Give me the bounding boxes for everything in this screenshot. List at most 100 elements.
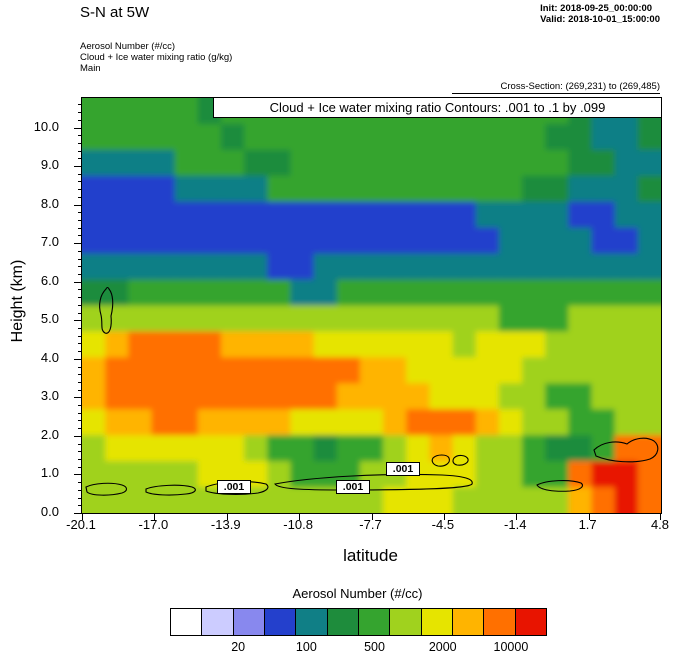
heatmap-cell [614,383,640,411]
y-minor-tick [78,459,82,461]
heatmap-cell [406,435,431,463]
heatmap-cell [452,487,477,513]
x-axis-label: latitude [343,546,398,565]
heatmap-cell [383,409,408,437]
heatmap-cell [313,409,338,437]
heatmap-cell [545,123,570,152]
heatmap-cell [128,331,153,359]
heatmap-cell [545,461,570,489]
heatmap-cell [429,331,454,359]
heatmap-cell [313,227,338,255]
heatmap-cell [82,305,107,333]
heatmap-cell [591,305,616,333]
heatmap-cell [267,305,292,333]
heatmap-cell [267,149,292,178]
heatmap-cell [591,123,616,152]
heatmap-cell [637,175,661,203]
heatmap-cell [359,227,385,255]
heatmap-cell [637,487,661,513]
y-minor-tick [78,412,82,414]
heatmap-cell [498,305,524,333]
heatmap-cell [475,279,501,307]
heatmap-cell [406,409,431,437]
heatmap-cell [475,487,501,513]
heatmap-cell [244,383,269,411]
heatmap-cell [545,253,570,281]
heatmap-cell [568,123,593,152]
heatmap-cell [105,383,130,411]
heatmap-cell [128,409,153,437]
heatmap-cell [452,123,477,152]
heatmap-cell [614,331,640,359]
heatmap-cell [174,227,199,255]
heatmap-cell [105,123,130,152]
heatmap-cell [197,383,223,411]
contour-info-banner: Cloud + Ice water mixing ratio Contours:… [213,97,662,118]
heatmap-cell [522,175,547,203]
heatmap-cell [498,123,524,152]
heatmap-cell [637,227,661,255]
heatmap-cell [290,201,315,229]
heatmap-cell [82,279,107,307]
valid-timestamp: Valid: 2018-10-01_15:00:00 [540,14,660,25]
heatmap-cell [545,357,570,385]
heatmap-cell [105,227,130,255]
heatmap-cell [174,123,199,152]
heatmap-cell [197,201,223,229]
heatmap-cell [452,461,477,489]
heatmap-cell [568,331,593,359]
heatmap-cell [522,487,547,513]
heatmap-cell [151,149,176,178]
heatmap-cell [267,461,292,489]
y-minor-tick [78,451,82,453]
heatmap-cell [82,435,107,463]
heatmap-cell [475,357,501,385]
heatmap-cell [290,487,315,513]
heatmap-cell [174,149,199,178]
heatmap-cell [406,487,431,513]
heatmap-cell [359,305,385,333]
heatmap-cell [568,461,593,489]
heatmap-cell [220,279,246,307]
heatmap-cell [82,201,107,229]
heatmap-cell [637,435,661,463]
heatmap-cell [522,253,547,281]
colorbar [170,608,547,636]
heatmap-cell [522,331,547,359]
heatmap-cell [475,253,501,281]
y-minor-tick [78,405,82,407]
heatmap-cell [591,227,616,255]
heatmap-cell [522,227,547,255]
heatmap-cell [128,461,153,489]
heatmap-cell [267,357,292,385]
heatmap-cell [545,227,570,255]
heatmap-cell [128,253,153,281]
y-tick-label: 5.0 [40,311,59,327]
heatmap-cell [244,305,269,333]
heatmap-cell [568,305,593,333]
heatmap-cell [313,435,338,463]
x-tick-label: -7.7 [359,517,382,532]
y-tick-label: 0.0 [40,504,59,519]
heatmap-cell [197,175,223,203]
heatmap-cell [429,123,454,152]
heatmap-cell [151,253,176,281]
heatmap-cell [475,305,501,333]
heatmap-cell [545,305,570,333]
heatmap-cell [452,149,477,178]
heatmap-cell [498,409,524,437]
heatmap-cell [336,253,362,281]
heatmap-cell [406,123,431,152]
x-major-tick [82,514,83,520]
heatmap-cell [151,461,176,489]
heatmap-cell [220,175,246,203]
heatmap-cell [383,331,408,359]
heatmap-cell [313,357,338,385]
colorbar-tick-labels: 20 100 500 2000 10000 [170,640,545,656]
heatmap-cell [105,357,130,385]
heatmap-cell [591,149,616,178]
heatmap-cell [591,435,616,463]
heatmap-cell [406,253,431,281]
x-major-tick [299,514,301,520]
y-minor-tick [78,158,82,160]
